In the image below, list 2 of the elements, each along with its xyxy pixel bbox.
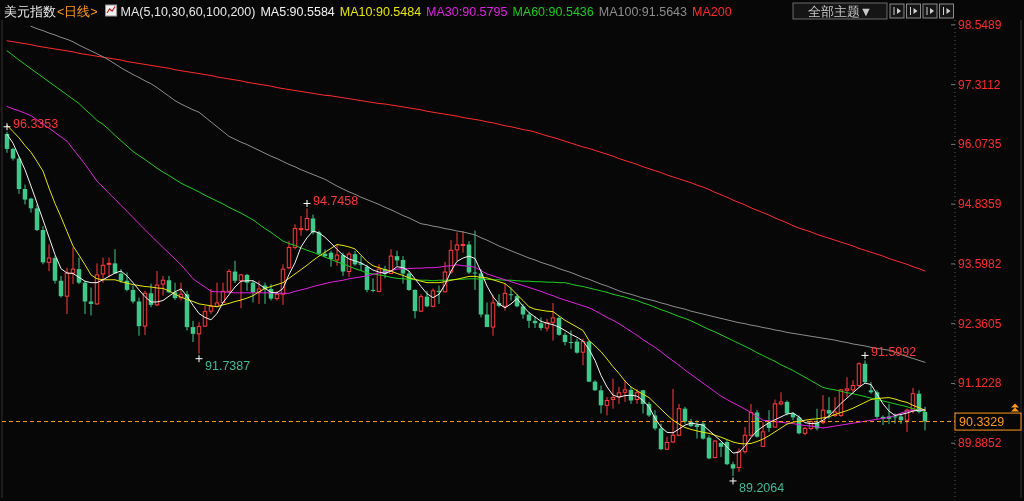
subtitle: <日线>: [57, 5, 98, 19]
title: 美元指数: [4, 5, 56, 19]
